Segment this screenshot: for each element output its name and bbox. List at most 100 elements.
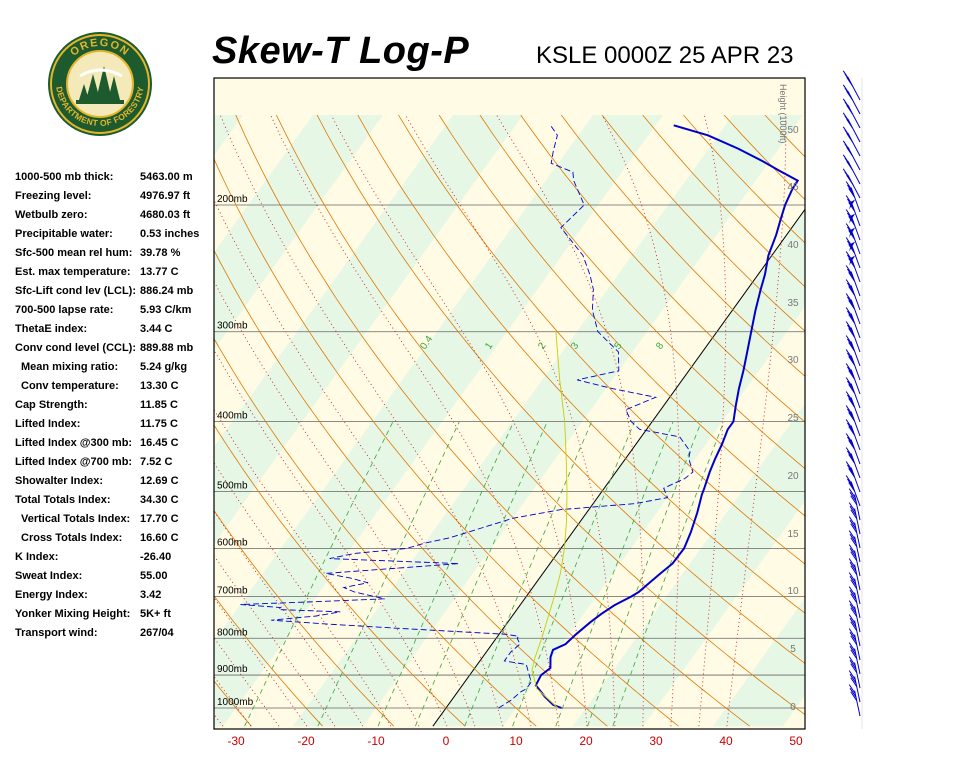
wind-barb-feather	[845, 377, 853, 387]
index-row: Precipitable water: 0.53 inches	[15, 225, 215, 244]
wind-barb-feather	[850, 663, 858, 674]
wind-barb-flag	[849, 199, 856, 210]
mixing-ratio-label: 1	[483, 340, 495, 351]
index-value: 55.00	[140, 570, 168, 582]
wind-barb-feather	[849, 673, 857, 684]
index-label: Sweat Index:	[15, 570, 83, 582]
mixing-ratio-line	[377, 421, 515, 727]
wind-barb-feather	[847, 436, 854, 447]
wind-barb-feather	[847, 282, 854, 293]
dewpoint-profile-line	[240, 125, 694, 709]
wind-barb-staff	[854, 522, 861, 549]
moist-adiabat	[214, 675, 252, 727]
index-value: 4976.97 ft	[140, 190, 191, 202]
wind-barb-feather	[848, 412, 856, 422]
wind-barb-feather	[849, 547, 857, 558]
index-row: Total Totals Index: 34.30 C	[15, 491, 215, 510]
wind-barb	[845, 391, 861, 423]
wind-barb	[845, 237, 861, 269]
wind-barb-feather	[848, 516, 856, 526]
index-value: 11.75 C	[140, 418, 178, 430]
index-value: 4680.03 ft	[140, 209, 191, 221]
dry-adiabat	[214, 337, 537, 727]
wind-barb-feather	[846, 76, 854, 87]
wind-barb-feather	[845, 349, 853, 359]
wind-barb	[848, 586, 861, 619]
mixing-ratio-line	[512, 421, 635, 727]
wind-barb-feather	[845, 251, 853, 261]
wind-barb-feather	[846, 146, 854, 157]
index-value: 5K+ ft	[140, 608, 171, 620]
moist-adiabat	[496, 114, 645, 727]
wind-barb-flag	[849, 241, 856, 252]
isotherm-band	[572, 403, 805, 727]
wind-barb-feather	[848, 356, 856, 366]
index-label: Sfc-Lift cond lev (LCL):	[15, 285, 136, 297]
wind-barb	[845, 433, 861, 465]
wind-barb	[842, 84, 861, 115]
wind-barb-feather	[846, 90, 854, 101]
index-row: Sweat Index: 55.00	[15, 567, 215, 586]
index-label: 700-500 lapse rate:	[15, 304, 114, 316]
wind-barb	[842, 70, 861, 101]
wind-barb	[848, 516, 861, 549]
sounding-series-layer: 0.4 1 2 3 5 8	[240, 124, 800, 709]
wind-barb-feather	[850, 551, 858, 562]
index-value: 16.45 C	[140, 437, 179, 449]
dry-adiabat	[438, 114, 805, 517]
wind-barb-feather	[847, 324, 854, 335]
wind-barb-feather	[845, 475, 853, 485]
index-label: Energy Index:	[15, 589, 88, 601]
wind-barb-staff	[850, 313, 861, 339]
wind-barb-staff	[850, 453, 861, 479]
wind-barb-flag	[849, 255, 856, 266]
wind-barb-feather	[850, 593, 858, 604]
wind-barb	[845, 335, 861, 367]
wind-barb	[842, 154, 861, 185]
wind-barb-feather	[849, 687, 857, 698]
wind-barb-feather	[849, 505, 857, 516]
index-row: Showalter Index: 12.69 C	[15, 472, 215, 491]
index-value: 5.93 C/km	[140, 304, 192, 316]
wind-barb	[845, 307, 861, 339]
pressure-level-label: 900mb	[217, 664, 248, 675]
wind-barb-feather	[848, 300, 856, 310]
chart-title: Skew-T Log-P	[212, 30, 470, 72]
wind-barb	[848, 684, 861, 717]
temperature-tick-label: 30	[649, 734, 663, 748]
wind-barb-feather	[850, 565, 858, 576]
wind-barb-staff	[854, 606, 861, 633]
mixing-ratio-label: 8	[654, 340, 666, 351]
wind-barb-staff	[850, 285, 861, 311]
mixing-ratio-line	[587, 421, 702, 727]
index-row: K Index: -26.40	[15, 548, 215, 567]
index-label: Cross Totals Index:	[21, 532, 123, 544]
index-value: 39.78 %	[140, 247, 181, 259]
wind-barb-feather	[847, 226, 854, 237]
temperature-tick-label: 10	[509, 734, 523, 748]
wind-barb-feather	[848, 502, 856, 512]
dry-adiabat	[806, 115, 960, 726]
wind-barb	[845, 405, 861, 437]
wind-barb	[842, 140, 861, 171]
wind-barb	[848, 558, 861, 591]
height-tick-label: 45	[787, 182, 799, 193]
isotherm-band	[0, 115, 103, 726]
wind-barb	[842, 98, 861, 129]
wind-barb	[845, 447, 861, 479]
index-row: Yonker Mixing Height: 5K+ ft	[15, 605, 215, 624]
wind-barb-feather	[850, 649, 858, 660]
mixing-ratio-line	[555, 421, 674, 727]
index-row: Conv temperature: 13.30 C	[15, 377, 215, 396]
wind-barb	[848, 544, 861, 577]
dry-adiabat	[214, 509, 395, 727]
wind-barb-feather	[847, 464, 854, 475]
wind-barb-feather	[848, 600, 856, 610]
wind-barb-staff	[850, 257, 861, 283]
wind-barb-staff	[850, 201, 861, 227]
moist-adiabat	[405, 114, 616, 727]
wind-barb-feather	[845, 265, 853, 275]
wind-barb-flag	[849, 227, 856, 238]
index-row: Lifted Index: 11.75 C	[15, 415, 215, 434]
axis-label-layer: 1000mb 900mb 800mb 700mb 600mb 500mb 400mb 300m…	[217, 84, 803, 748]
